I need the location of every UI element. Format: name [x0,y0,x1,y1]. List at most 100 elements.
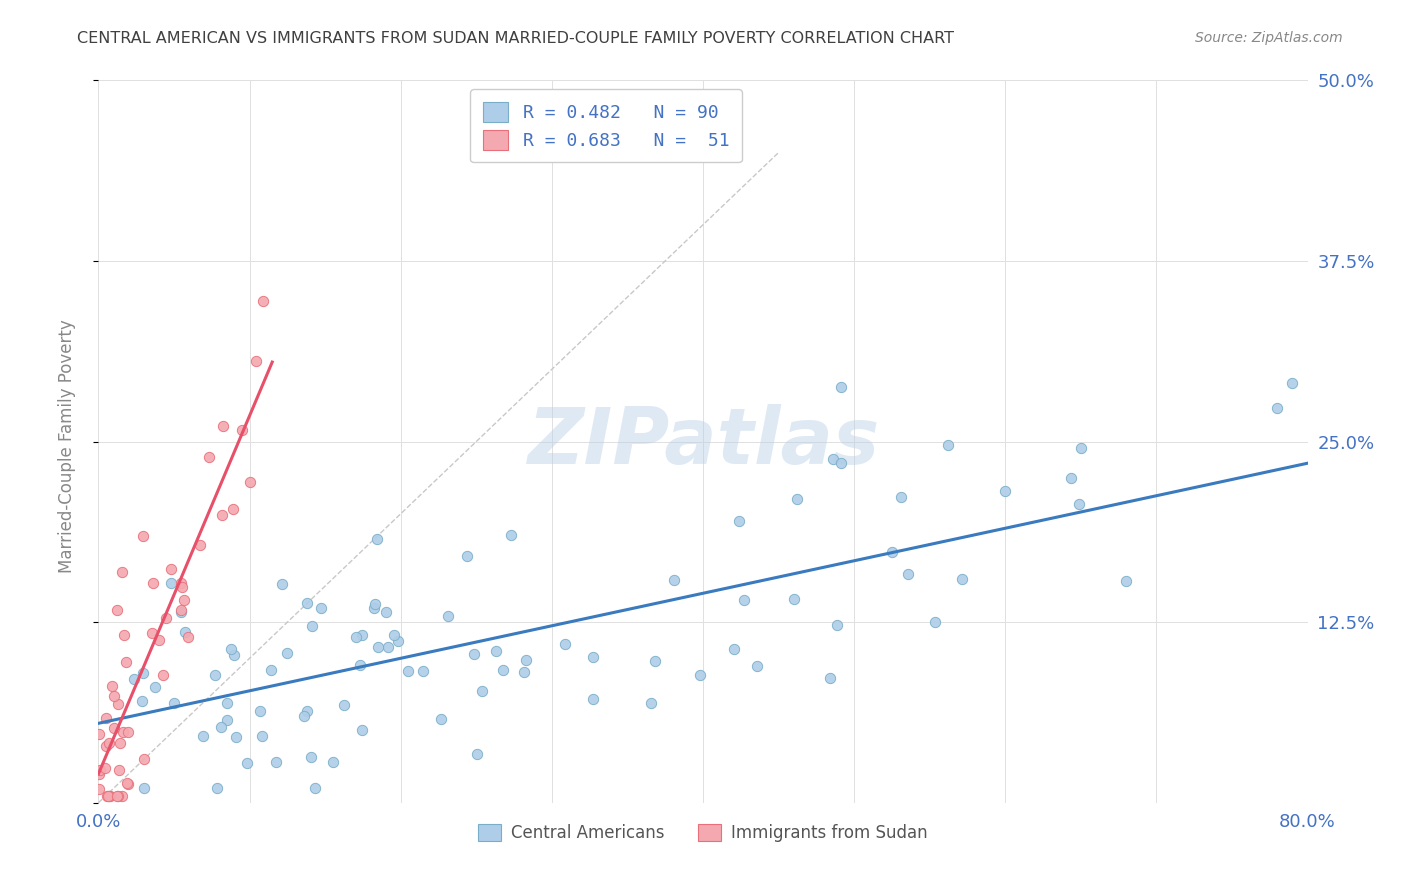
Point [515,653,537,667]
Point [463,648,485,662]
Point [1070,442,1092,456]
Point [309,600,332,615]
Point [1069,497,1091,511]
Point [209,720,232,734]
Point [235,756,257,771]
Point [297,596,319,610]
Point [207,780,229,795]
Point [501,528,523,542]
Point [132,665,155,680]
Point [367,640,389,655]
Point [1281,376,1303,390]
Point [1267,401,1289,415]
Point [733,592,755,607]
Point [260,663,283,677]
Point [170,576,193,591]
Point [333,698,356,712]
Point [222,501,245,516]
Text: ZIPatlas: ZIPatlas [527,403,879,480]
Point [554,637,576,651]
Point [387,634,409,648]
Point [301,618,323,632]
Point [143,680,166,694]
Point [364,597,387,611]
Point [111,789,134,803]
Legend: Central Americans, Immigrants from Sudan: Central Americans, Immigrants from Sudan [471,817,935,848]
Text: Source: ZipAtlas.com: Source: ZipAtlas.com [1195,31,1343,45]
Point [134,752,156,766]
Point [108,763,131,777]
Point [344,630,367,644]
Point [96,711,118,725]
Point [231,424,253,438]
Point [89,782,111,797]
Point [250,729,273,743]
Point [297,705,319,719]
Point [890,491,912,505]
Point [471,684,494,698]
Point [322,755,344,769]
Point [132,781,155,796]
Point [723,641,745,656]
Point [148,633,170,648]
Point [152,667,174,681]
Point [880,545,903,559]
Point [212,418,235,433]
Point [786,492,808,507]
Point [221,642,243,657]
Point [382,628,405,642]
Point [349,657,371,672]
Point [159,576,181,591]
Point [363,600,385,615]
Point [664,573,686,587]
Point [170,603,193,617]
Point [87,727,110,741]
Point [177,630,200,644]
Point [245,353,267,368]
Point [830,456,852,470]
Point [936,438,959,452]
Point [89,767,111,781]
Point [224,648,246,662]
Text: Married-Couple Family Poverty: Married-Couple Family Poverty [59,319,76,573]
Point [193,730,215,744]
Point [412,664,434,678]
Point [94,761,117,775]
Point [115,655,138,669]
Point [301,749,323,764]
Point [112,725,135,739]
Point [155,611,177,625]
Point [745,659,768,673]
Point [830,380,852,394]
Point [252,294,274,309]
Point [640,696,662,710]
Point [644,654,666,668]
Point [160,562,183,576]
Point [131,528,153,542]
Point [492,663,515,677]
Point [350,723,373,738]
Point [110,736,132,750]
Point [276,646,298,660]
Point [485,643,508,657]
Point [582,649,605,664]
Point [112,628,135,642]
Point [924,615,946,629]
Point [170,605,193,619]
Point [437,609,460,624]
Point [142,576,165,591]
Point [456,549,478,563]
Point [98,736,121,750]
Point [366,533,388,547]
Point [131,694,153,708]
Point [582,692,605,706]
Point [198,450,221,464]
Point [304,781,326,796]
Point [211,508,233,522]
Point [375,605,398,619]
Point [111,565,134,579]
Point [217,713,239,727]
Point [465,747,488,762]
Point [98,789,121,803]
Point [396,664,419,678]
